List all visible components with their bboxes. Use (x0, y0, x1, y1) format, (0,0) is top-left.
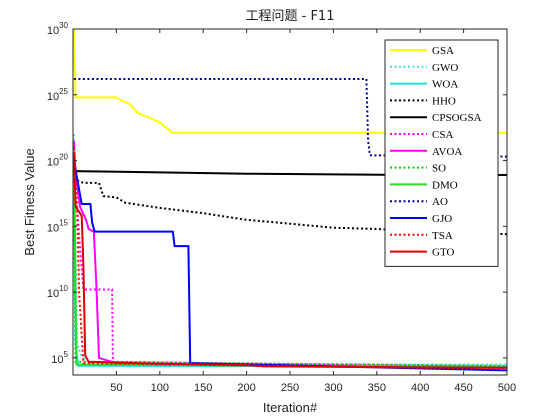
y-tick-label: 1030 (47, 21, 69, 37)
y-tick-label: 1010 (47, 284, 69, 300)
legend-label-avoa: AVOA (432, 146, 462, 158)
legend-label-csa: CSA (432, 129, 453, 141)
x-axis-label: Iteration# (263, 400, 318, 415)
y-axis-label: Best Fitness Value (22, 148, 37, 255)
series-line-gsa (73, 29, 507, 134)
x-tick-label: 500 (498, 382, 516, 394)
chart-title: 工程问题 - F11 (246, 9, 335, 24)
x-tick-label: 250 (281, 382, 299, 394)
x-tick-label: 400 (411, 382, 429, 394)
series-line-gjo (73, 160, 507, 372)
x-tick-label: 50 (110, 382, 122, 394)
legend-label-hho: HHO (432, 95, 456, 107)
series-group (73, 29, 507, 372)
legend-label-dmo: DMO (432, 179, 458, 191)
x-tick-label: 350 (368, 382, 386, 394)
legend-label-gsa: GSA (432, 45, 454, 57)
y-tick-label: 105 (51, 350, 68, 366)
legend-label-gwo: GWO (432, 62, 458, 74)
legend-label-cpsogsa: CPSOGSA (432, 112, 482, 124)
legend: GSA GWO WOA HHO CPSOGSA CSA AVOA SO DMO AO GJO TSA G… (384, 39, 499, 267)
legend-label-woa: WOA (432, 79, 458, 91)
legend-label-tsa: TSA (432, 230, 453, 242)
legend-label-gjo: GJO (432, 213, 452, 225)
legend-box (384, 39, 499, 267)
series-line-gto (73, 153, 507, 369)
x-tick-label: 450 (454, 382, 472, 394)
y-tick-label: 1020 (47, 153, 69, 169)
y-tick-label: 1025 (47, 87, 69, 103)
x-tick-label: 200 (237, 382, 255, 394)
legend-label-gto: GTO (432, 247, 454, 259)
x-tick-label: 100 (151, 382, 169, 394)
series-line-avoa (73, 140, 507, 369)
x-tick-label: 300 (324, 382, 342, 394)
legend-label-ao: AO (432, 196, 448, 208)
y-tick-label: 1015 (47, 218, 69, 234)
x-tick-label: 150 (194, 382, 212, 394)
legend-label-so: SO (432, 163, 446, 175)
